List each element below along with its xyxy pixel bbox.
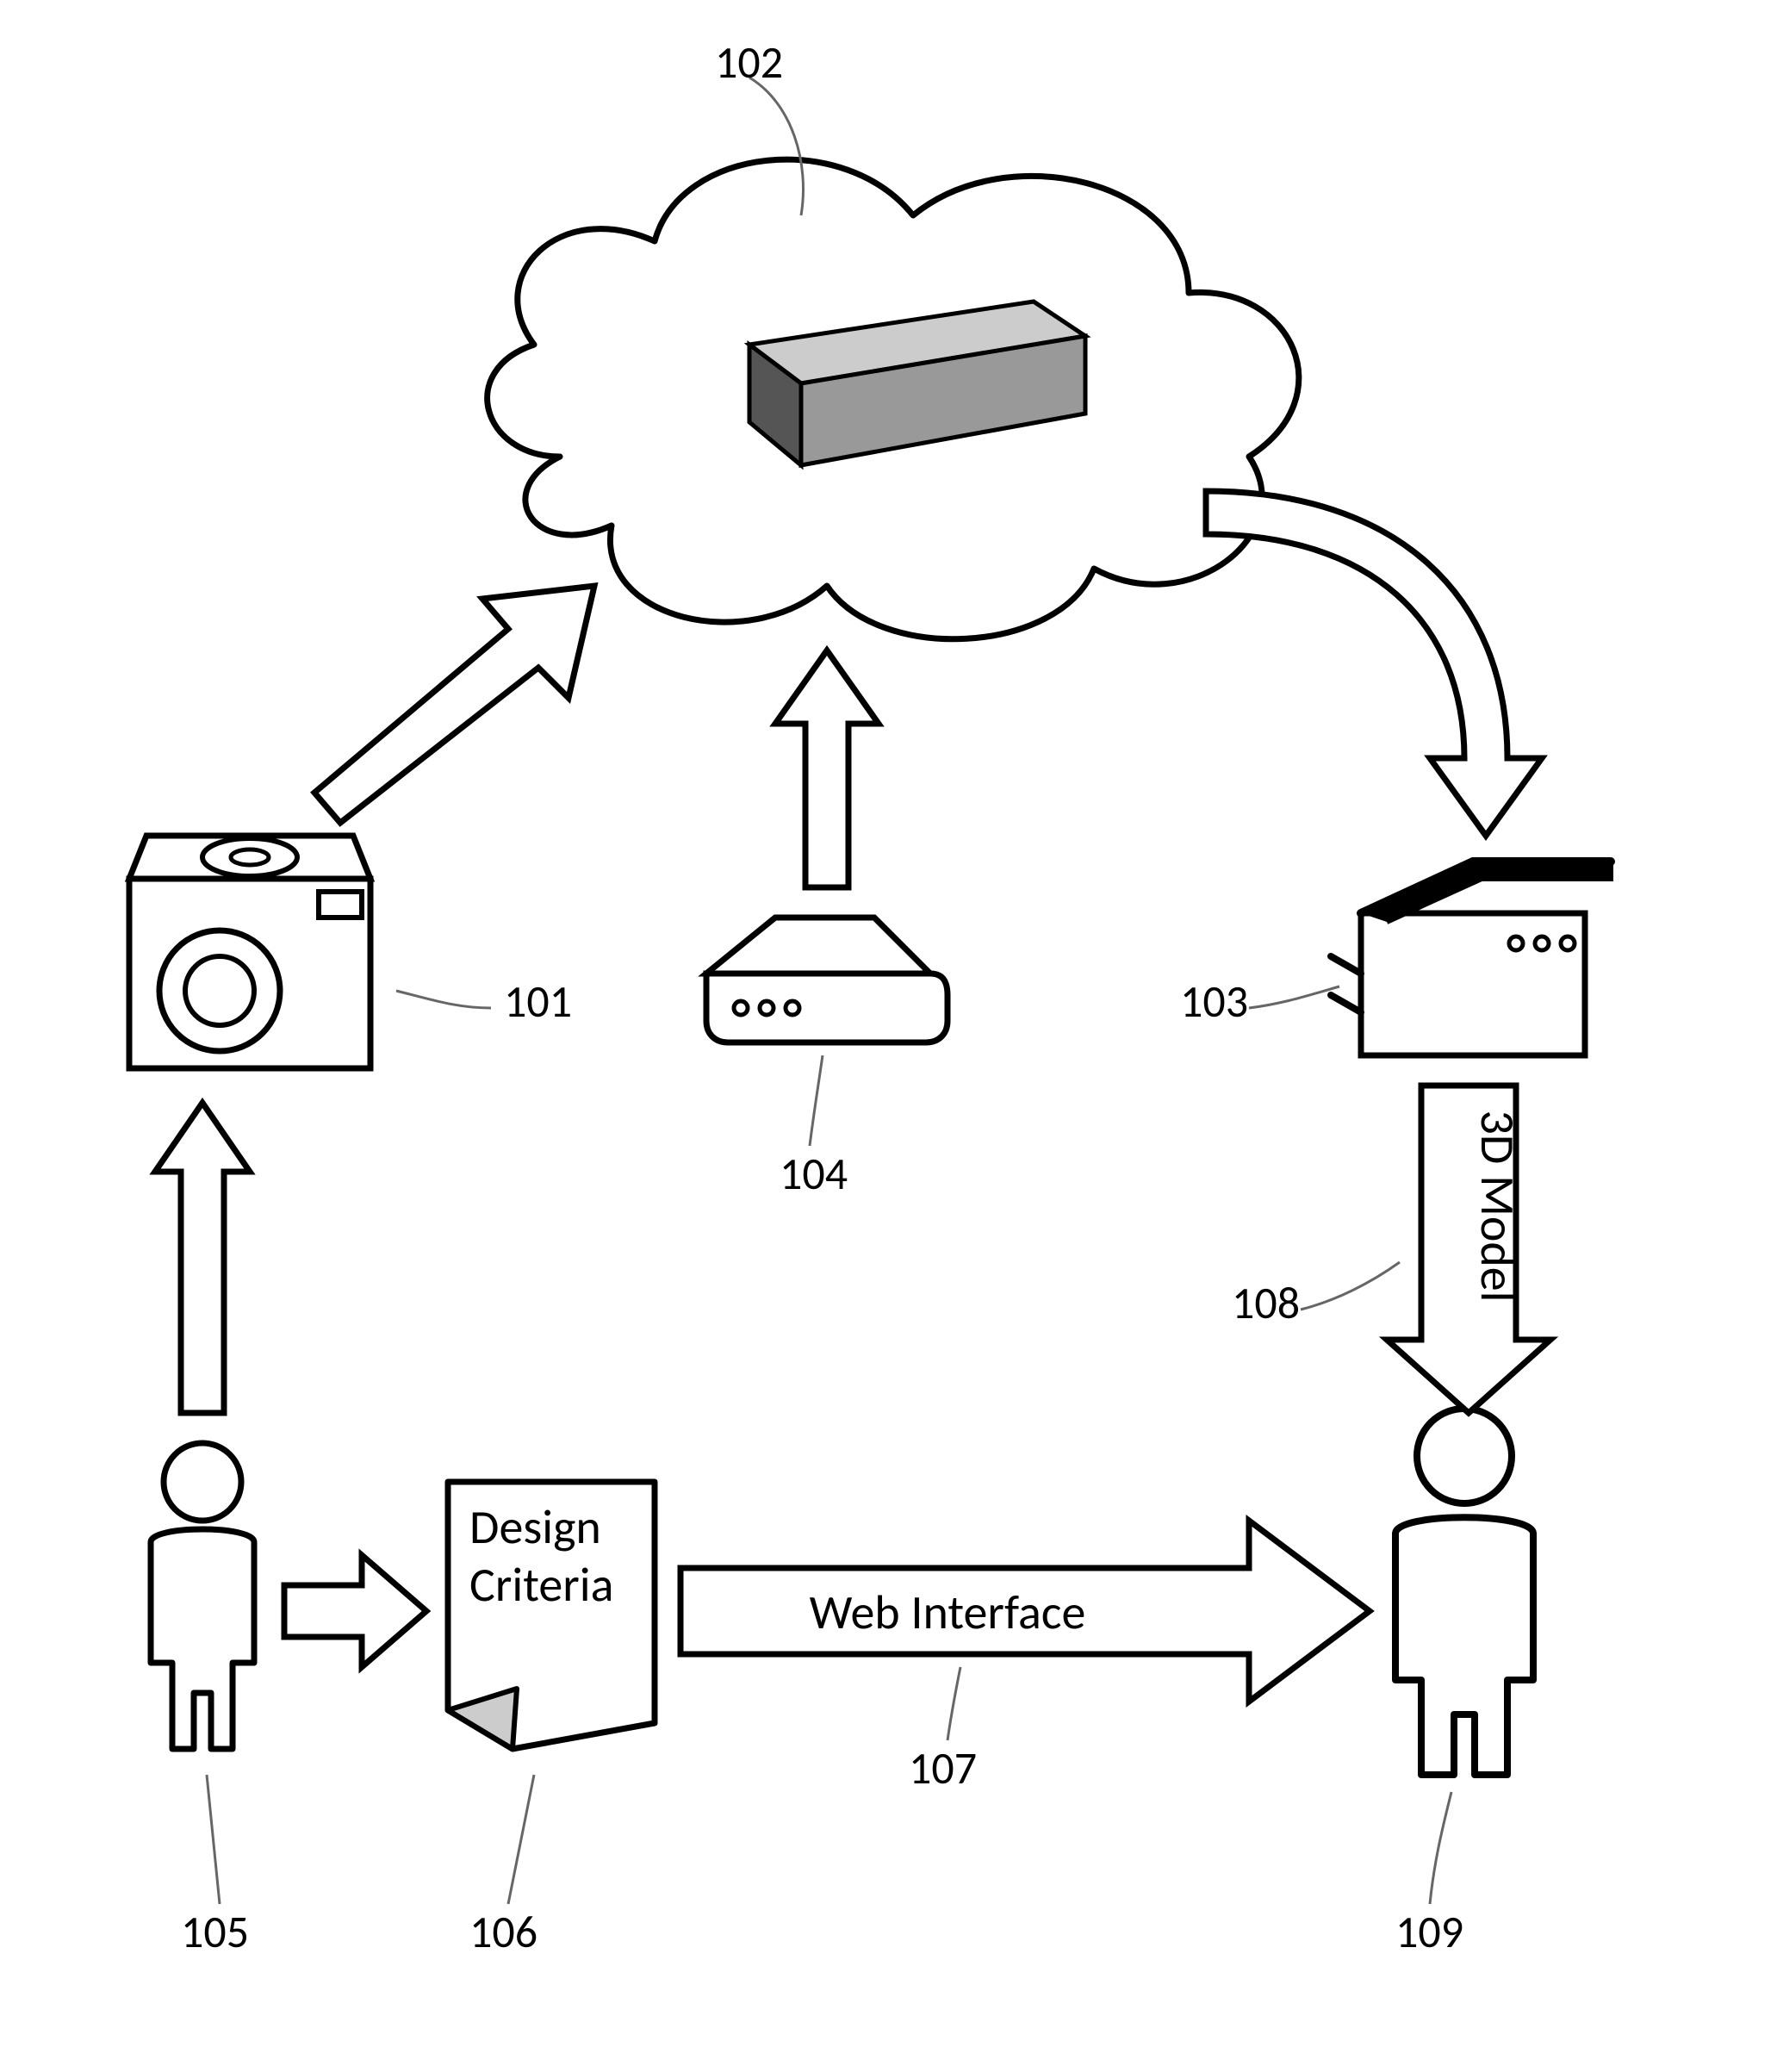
label-107: 107 <box>909 1740 977 1795</box>
arrow-scanner-to-cloud <box>775 650 879 887</box>
arrow-web-interface-label: Web Interface <box>810 1584 1086 1642</box>
person-left-icon <box>151 1443 254 1749</box>
cloud-node <box>488 159 1299 639</box>
diagram-canvas: 3D Model Web Interface <box>0 0 1777 2072</box>
arrow-web-interface: Web Interface <box>680 1521 1370 1702</box>
printer-icon <box>1331 862 1611 1055</box>
label-103: 103 <box>1180 974 1248 1029</box>
label-105: 105 <box>181 1904 249 1959</box>
label-101: 101 <box>504 974 572 1029</box>
scanner-icon <box>706 918 948 1042</box>
camera-icon <box>129 836 370 1068</box>
label-104: 104 <box>780 1146 848 1201</box>
label-108: 108 <box>1232 1275 1300 1330</box>
label-109: 109 <box>1395 1904 1463 1959</box>
arrow-3d-model: 3D Model <box>1387 1086 1550 1413</box>
arrow-cloud-to-printer <box>1206 491 1542 836</box>
arrow-person-to-camera <box>155 1103 250 1413</box>
document-text: Design Criteria <box>469 1499 613 1615</box>
person-right-icon <box>1395 1409 1533 1775</box>
arrow-3d-model-label: 3D Model <box>1468 1110 1526 1302</box>
label-106: 106 <box>469 1904 537 1959</box>
label-102: 102 <box>715 34 783 90</box>
arrow-camera-to-cloud <box>314 586 594 823</box>
arrow-person-to-doc <box>284 1555 426 1667</box>
